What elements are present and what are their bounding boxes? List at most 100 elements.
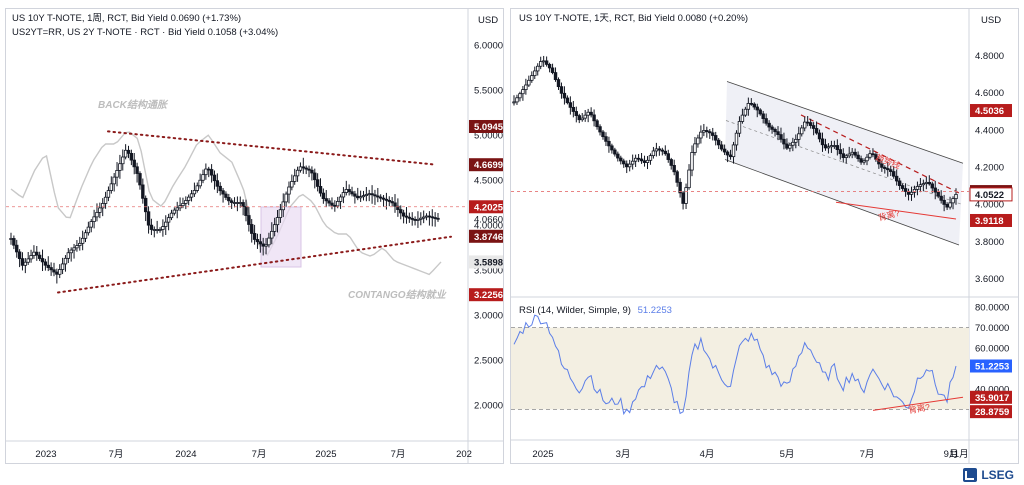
weekly-candle-body-111 (327, 200, 331, 204)
weekly-candle-body-90 (267, 237, 271, 246)
weekly-candle-body-86 (255, 239, 260, 243)
daily-candle-body-114 (850, 151, 854, 155)
weekly-candle-body-109 (321, 192, 326, 200)
rsi-y-tick-1: 70.0000 (975, 323, 1009, 334)
weekly-candle-body-54 (164, 221, 168, 228)
daily-candle-body-113 (847, 153, 851, 157)
daily-candle-body-16 (559, 86, 564, 94)
weekly-candle-body-6 (26, 258, 30, 263)
daily-candle-body-31 (604, 136, 608, 142)
weekly-candle-body-48 (146, 211, 151, 226)
daily-y-tick-6: 3.6000 (975, 274, 1004, 285)
daily-candle-body-68 (714, 135, 718, 141)
weekly-candle-body-47 (143, 197, 148, 213)
weekly-candle-body-41 (126, 149, 131, 154)
rsi-legend: RSI (14, Wilder, Simple, 9) 51.2253 (519, 304, 672, 318)
daily-candle-body-50 (660, 149, 665, 152)
weekly-chart-canvas[interactable]: USD6.00005.50005.00004.50004.00003.50003… (6, 9, 503, 463)
daily-chart-panel[interactable]: USD 4.8000 4.6000 4.4000 4.2000 4.0000 3.8000 3… (510, 8, 1019, 464)
daily-candle-body-140 (927, 181, 932, 185)
weekly-candle-body-30 (95, 212, 99, 218)
daily-candle-body-81 (752, 103, 756, 108)
daily-candle-body-51 (663, 150, 667, 155)
weekly-price-tag-label-5: 3.5898 (474, 257, 503, 268)
daily-candle-body-121 (871, 153, 875, 156)
weekly-price-tag-label-6: 3.2256 (474, 290, 503, 301)
rsi-price-tag-box-1 (970, 390, 1012, 404)
weekly-candle-body-17 (58, 269, 62, 275)
weekly-x-tick-4: 2025 (315, 449, 336, 460)
weekly-candle-body-27 (86, 226, 91, 234)
weekly-x-tick-3: 7月 (252, 449, 267, 460)
weekly-candle-body-104 (307, 168, 311, 171)
weekly-candle-body-63 (189, 193, 194, 198)
weekly-candle-body-108 (318, 186, 323, 194)
daily-candle-body-67 (711, 132, 715, 136)
daily-candle-body-124 (880, 163, 884, 168)
daily-candle-body-1 (515, 97, 519, 103)
weekly-annotation-contango: CONTANGO结构就业 (348, 289, 447, 301)
daily-candle-body-63 (699, 131, 703, 139)
weekly-candle-body-3 (17, 251, 22, 260)
weekly-price-tag-label-2: 4.2025 (474, 202, 503, 213)
lseg-logo: LSEG (963, 468, 1014, 482)
weekly-y-tick-4: 4.0000 (474, 221, 503, 232)
weekly-candle-body-62 (186, 196, 191, 201)
weekly-price-tag-box-6 (469, 288, 503, 302)
weekly-candle-body-35 (109, 183, 114, 191)
daily-candle-body-132 (903, 188, 908, 192)
weekly-candle-body-129 (378, 196, 383, 199)
weekly-candle-body-113 (333, 204, 337, 207)
daily-chart-canvas[interactable]: USD 4.8000 4.6000 4.4000 4.2000 4.0000 3.8000 3… (511, 9, 1018, 463)
daily-trend-channel (725, 81, 963, 245)
daily-candle-body-65 (705, 130, 709, 133)
daily-candle-body-11 (544, 60, 549, 65)
weekly-candle-body-49 (149, 224, 154, 230)
weekly-candle-body-119 (350, 191, 354, 195)
daily-candle-body-93 (788, 144, 792, 149)
weekly-legend-2y: US2YT=RR, US 2Y T-NOTE · RCT · Bid Yield… (12, 27, 279, 38)
rsi-divergence-line (872, 396, 964, 411)
daily-candle-body-3 (521, 89, 525, 95)
daily-candle-body-100 (808, 122, 813, 126)
daily-candle-body-92 (785, 143, 789, 149)
daily-candle-body-7 (533, 70, 537, 77)
daily-candle-body-98 (803, 121, 807, 129)
daily-candle-body-91 (782, 138, 786, 145)
daily-candle-body-79 (746, 102, 751, 110)
daily-candle-body-33 (610, 145, 614, 151)
rsi-y-tick-0: 80.0000 (975, 303, 1009, 314)
weekly-candle-body-92 (272, 224, 277, 232)
daily-candle-body-107 (829, 145, 834, 148)
weekly-candle-body-118 (347, 189, 351, 193)
daily-candle-body-43 (639, 158, 644, 162)
weekly-candle-body-14 (49, 267, 53, 271)
weekly-candle-body-85 (252, 233, 257, 240)
daily-candle-body-119 (865, 156, 869, 162)
weekly-annotation-back: BACK结构通胀 (98, 99, 169, 111)
weekly-y-tick-8: 2.0000 (474, 401, 503, 412)
weekly-candle-body-36 (112, 176, 116, 185)
weekly-price-tag-box-2 (469, 200, 503, 214)
weekly-candle-body-75 (224, 193, 228, 198)
daily-candle-body-60 (690, 152, 694, 171)
weekly-candle-body-12 (43, 261, 48, 266)
daily-candle-body-27 (592, 114, 596, 122)
weekly-candle-body-78 (232, 202, 237, 204)
daily-candle-body-105 (823, 144, 828, 149)
weekly-chart-panel[interactable]: USD 6.0000 5.5000 5.0000 4.5000 4.0000 3.5000 3… (5, 8, 504, 464)
weekly-candle-body-144 (421, 216, 426, 219)
rsi-line (513, 314, 957, 416)
weekly-candle-body-76 (227, 197, 231, 202)
rsi-price-tag-label-1: 35.9017 (975, 393, 1009, 404)
weekly-candle-body-51 (155, 229, 159, 231)
rsi-y-tick-3: 40.0000 (975, 384, 1009, 395)
daily-candle-body-148 (951, 198, 955, 204)
daily-candle-body-111 (841, 153, 845, 158)
daily-candle-body-82 (755, 106, 759, 111)
weekly-candle-body-39 (121, 156, 125, 165)
weekly-candle-body-127 (373, 194, 377, 197)
rsi-price-tag-label-2: 28.8759 (975, 407, 1009, 418)
weekly-candle-body-21 (69, 249, 73, 254)
weekly-lower-trendline (57, 235, 452, 294)
